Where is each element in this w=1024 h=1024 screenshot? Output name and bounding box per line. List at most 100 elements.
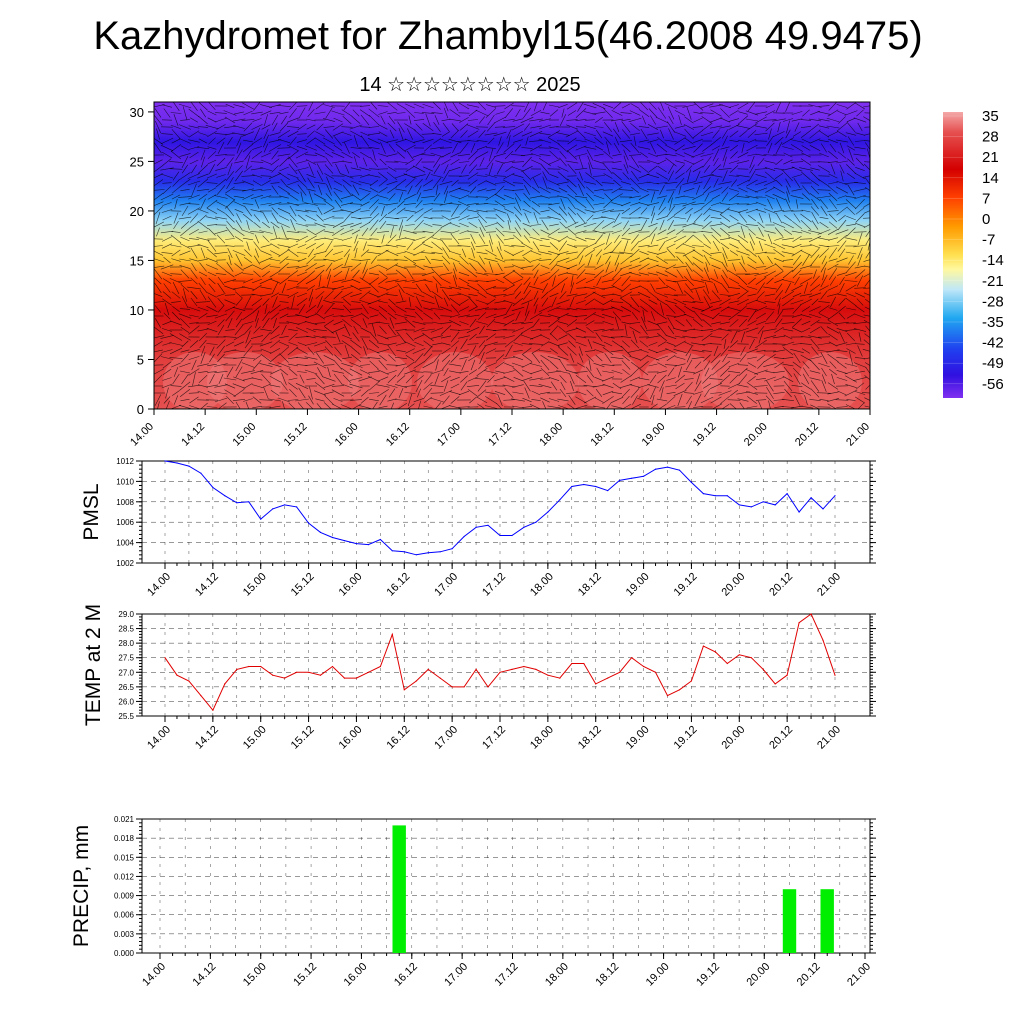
wind-barb <box>360 327 370 333</box>
wind-barb <box>198 230 208 234</box>
wind-barb <box>839 331 845 343</box>
wind-barb <box>637 291 651 299</box>
wind-barb <box>304 145 318 151</box>
wind-barb <box>703 176 711 190</box>
wind-barb <box>484 370 498 374</box>
wind-barb <box>350 203 362 205</box>
wind-barb <box>245 401 250 409</box>
x-tick-label: 15.12 <box>289 724 317 752</box>
wind-barb <box>225 245 235 247</box>
wind-barb <box>387 122 397 132</box>
wind-barb <box>570 380 574 392</box>
wind-barb <box>647 124 659 130</box>
wind-barb <box>854 396 866 404</box>
wind-barb <box>314 382 326 390</box>
wind-barb <box>254 199 260 209</box>
wind-barb <box>727 259 741 261</box>
wind-barb <box>173 367 179 377</box>
wind-barb <box>820 352 828 364</box>
wind-barb <box>207 296 217 308</box>
data-point <box>810 497 812 499</box>
wind-barb <box>656 125 668 129</box>
wind-barb <box>360 151 370 159</box>
wind-barb <box>278 346 290 356</box>
x-tick-label: 16.12 <box>392 961 420 989</box>
wind-barb <box>524 310 530 322</box>
wind-barb <box>217 298 225 306</box>
wind-barb <box>197 390 209 396</box>
wind-barb <box>773 376 785 382</box>
wind-barb <box>576 308 586 310</box>
wind-barb <box>666 264 676 270</box>
wind-barb <box>477 291 487 299</box>
wind-barb <box>846 307 856 311</box>
wind-barb <box>234 341 244 347</box>
wind-barb <box>305 402 314 409</box>
wind-barb <box>786 191 790 203</box>
y-tick-label: 0 <box>137 402 144 417</box>
wind-barb <box>269 384 281 388</box>
wind-barb <box>729 165 739 173</box>
wind-barb <box>612 153 622 157</box>
wind-barb <box>235 170 243 182</box>
wind-barb <box>767 198 773 210</box>
wind-barb <box>170 273 182 275</box>
wind-barb <box>621 283 631 293</box>
wind-barb <box>758 227 764 237</box>
wind-barb <box>817 165 831 173</box>
wind-barb <box>864 397 870 401</box>
y-tick-label: 0.021 <box>114 815 135 824</box>
wind-barb <box>359 405 371 409</box>
wind-barb <box>677 282 683 294</box>
wind-barb <box>515 108 521 118</box>
wind-barb <box>421 112 435 114</box>
wind-barb <box>685 207 693 215</box>
wind-barb <box>236 135 242 147</box>
wind-barb <box>271 207 279 215</box>
wind-barb <box>700 131 714 137</box>
wind-barb <box>592 291 606 299</box>
data-point <box>726 495 728 497</box>
wind-barb <box>350 293 362 297</box>
wind-barb <box>359 105 371 107</box>
wind-barb <box>450 353 460 363</box>
wind-barb <box>746 179 758 187</box>
wind-barb <box>305 159 317 165</box>
wind-barb <box>207 271 217 277</box>
wind-barb <box>547 405 561 409</box>
wind-barb <box>621 360 631 370</box>
data-point <box>607 490 609 492</box>
wind-barb <box>576 300 586 304</box>
wind-barb <box>658 241 666 251</box>
wind-barb <box>558 213 568 223</box>
wind-barb <box>756 312 766 320</box>
wind-barb <box>853 328 867 332</box>
data-point <box>439 551 441 553</box>
wind-barb <box>253 102 261 111</box>
temp-panel: 29.028.528.027.527.026.526.025.514.00 14.… <box>82 604 876 752</box>
wind-barb <box>405 158 415 166</box>
wind-barb <box>323 355 335 361</box>
wind-barb <box>360 389 370 397</box>
wind-barb <box>160 173 174 179</box>
wind-barb <box>584 125 596 129</box>
wind-barb <box>485 174 497 178</box>
wind-barb <box>335 163 341 175</box>
wind-barb <box>557 398 569 402</box>
wind-barb <box>721 192 729 202</box>
wind-barb <box>495 185 505 195</box>
wind-barb <box>332 370 344 374</box>
wind-barb <box>196 188 210 192</box>
wind-barb <box>288 377 298 381</box>
wind-barb <box>756 300 766 304</box>
wind-barb <box>351 301 361 303</box>
wind-barb <box>702 123 712 131</box>
wind-barb <box>378 186 388 194</box>
wind-barb <box>405 355 415 361</box>
wind-barb <box>792 254 802 266</box>
wind-barb <box>160 335 174 339</box>
wind-barb <box>421 196 435 198</box>
wind-barb <box>353 240 359 252</box>
wind-barb <box>755 116 767 124</box>
wind-barb <box>757 361 765 369</box>
